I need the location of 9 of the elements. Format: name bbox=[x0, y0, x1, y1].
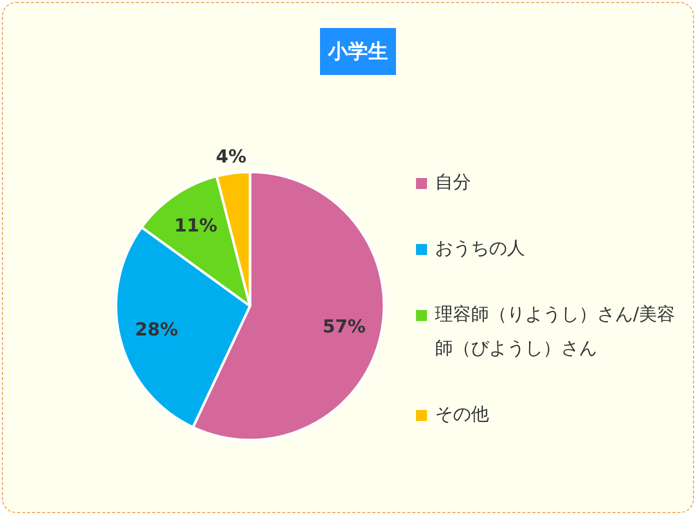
data-label: 11% bbox=[174, 216, 218, 237]
chart-title: 小学生 bbox=[320, 28, 396, 75]
data-label: 57% bbox=[322, 316, 366, 338]
data-label: 28% bbox=[135, 319, 178, 340]
legend-label: 自分 bbox=[435, 171, 472, 195]
legend-label: その他 bbox=[435, 403, 490, 427]
data-label: 4% bbox=[216, 146, 246, 168]
legend-label: おうちの人 bbox=[435, 237, 526, 261]
legend-label: 理容師（りようし）さん/美容師（びようし）さん bbox=[435, 303, 676, 361]
